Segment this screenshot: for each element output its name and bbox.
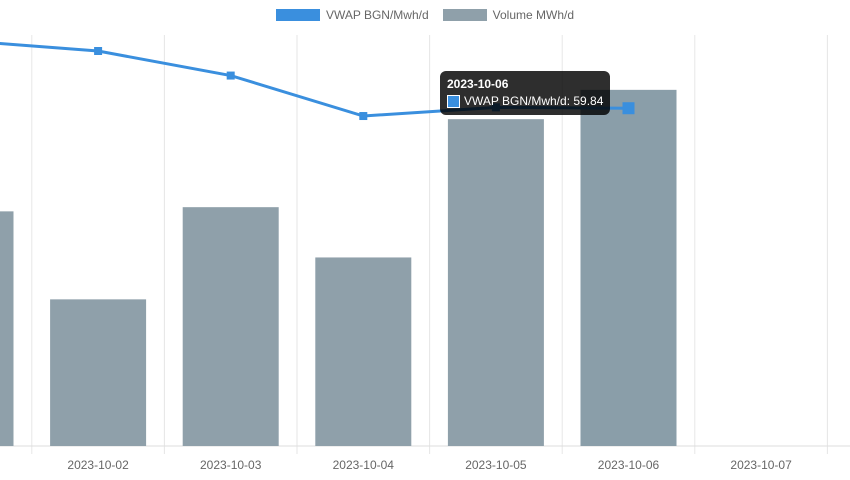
legend-swatch-volume — [442, 9, 487, 21]
tooltip-swatch — [447, 95, 460, 108]
bar-volume — [50, 299, 147, 446]
legend-item-volume[interactable]: Volume MWh/d — [442, 8, 575, 22]
x-tick-label: 2023-10-03 — [200, 458, 262, 472]
bar-volume — [580, 89, 677, 446]
x-tick-label: 2023-10-04 — [333, 458, 395, 472]
point-vwap — [226, 71, 235, 80]
chart-legend: VWAP BGN/Mwh/d Volume MWh/d — [0, 8, 850, 22]
bar-volume — [447, 119, 544, 447]
point-vwap — [359, 112, 368, 121]
tooltip-label: VWAP BGN/Mwh/d: 59.84 — [464, 94, 604, 108]
bar-volume — [182, 207, 279, 446]
chart-tooltip: 2023-10-06 VWAP BGN/Mwh/d: 59.84 — [440, 71, 611, 115]
tooltip-row: VWAP BGN/Mwh/d: 59.84 — [447, 93, 603, 110]
point-vwap — [622, 102, 635, 115]
legend-item-vwap[interactable]: VWAP BGN/Mwh/d — [275, 8, 429, 22]
tooltip-title: 2023-10-06 — [447, 77, 509, 91]
bar-volume — [0, 211, 14, 446]
point-vwap — [94, 47, 103, 55]
legend-label-vwap: VWAP BGN/Mwh/d — [325, 8, 429, 22]
x-tick-label: 2023-10-02 — [67, 458, 129, 472]
bar-volume — [315, 257, 412, 446]
legend-swatch-vwap — [275, 9, 320, 21]
x-tick-label: 2023-10-06 — [598, 458, 660, 472]
legend-label-volume: Volume MWh/d — [492, 8, 575, 22]
x-tick-label: 2023-10-07 — [730, 458, 792, 472]
x-tick-label: 2023-10-05 — [465, 458, 527, 472]
